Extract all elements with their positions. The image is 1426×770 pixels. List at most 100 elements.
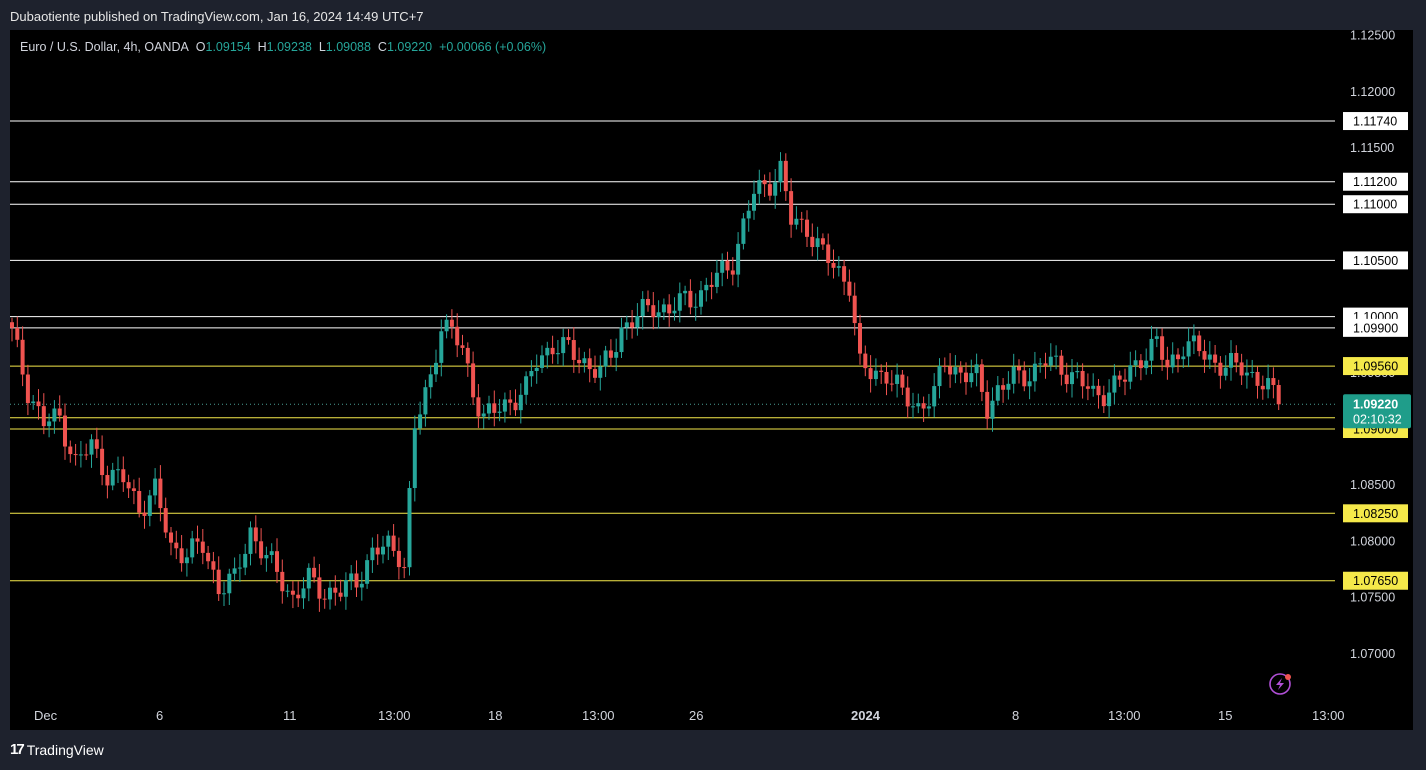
candle[interactable] [1001, 378, 1006, 403]
candle[interactable] [778, 152, 783, 192]
candle[interactable] [89, 434, 94, 468]
candle[interactable] [206, 545, 211, 570]
candle[interactable] [439, 319, 444, 377]
candle[interactable] [789, 178, 794, 238]
candle[interactable] [656, 300, 661, 329]
candle[interactable] [1202, 339, 1207, 373]
candle[interactable] [704, 277, 709, 302]
candle[interactable] [1229, 340, 1233, 381]
candle[interactable] [121, 456, 126, 492]
candle[interactable] [280, 559, 285, 604]
candle[interactable] [741, 213, 746, 250]
candle[interactable] [1266, 364, 1271, 399]
candle[interactable] [492, 390, 497, 427]
candle[interactable] [264, 546, 269, 572]
footer-brand[interactable]: 17 TradingView [10, 741, 104, 758]
candle[interactable] [794, 206, 799, 230]
candle[interactable] [805, 210, 809, 248]
candle[interactable] [799, 211, 804, 233]
candle[interactable] [296, 581, 301, 608]
candle[interactable] [1186, 327, 1191, 368]
candle[interactable] [200, 529, 205, 565]
candle[interactable] [534, 354, 539, 384]
candle[interactable] [407, 480, 412, 576]
candle[interactable] [195, 525, 200, 554]
candle[interactable] [540, 345, 544, 374]
candle[interactable] [757, 169, 762, 205]
candle[interactable] [163, 497, 168, 539]
candle[interactable] [396, 537, 401, 580]
candle[interactable] [995, 376, 1000, 406]
candle[interactable] [905, 376, 910, 419]
candle[interactable] [306, 563, 311, 602]
candle[interactable] [582, 351, 587, 373]
candle[interactable] [1197, 330, 1202, 357]
candle[interactable] [328, 581, 332, 610]
candle[interactable] [402, 557, 407, 579]
candle[interactable] [460, 334, 465, 355]
candle[interactable] [57, 395, 62, 422]
candle[interactable] [762, 174, 767, 198]
candle[interactable] [932, 373, 937, 418]
candle[interactable] [985, 380, 990, 429]
candle[interactable] [471, 351, 476, 406]
candle[interactable] [52, 400, 57, 434]
candle[interactable] [672, 297, 677, 321]
candle[interactable] [969, 359, 974, 388]
candle[interactable] [720, 253, 725, 287]
candle[interactable] [359, 571, 364, 601]
candlestick-chart[interactable]: 1.125001.120001.115001.110001.105001.100… [10, 30, 1413, 730]
candle[interactable] [979, 359, 984, 402]
candle[interactable] [1250, 359, 1255, 378]
candle[interactable] [773, 168, 778, 209]
candle[interactable] [603, 345, 608, 378]
candle[interactable] [1181, 346, 1186, 368]
candle[interactable] [937, 358, 942, 399]
candle[interactable] [900, 369, 905, 395]
candle[interactable] [677, 282, 682, 323]
candle[interactable] [15, 316, 20, 348]
candle[interactable] [169, 526, 173, 556]
candle[interactable] [911, 392, 915, 419]
candle[interactable] [232, 557, 237, 581]
candle[interactable] [513, 389, 518, 416]
candle[interactable] [1170, 342, 1175, 374]
candle[interactable] [1271, 367, 1276, 399]
candle[interactable] [767, 172, 772, 201]
candle[interactable] [873, 358, 878, 386]
candle[interactable] [481, 404, 486, 429]
candle[interactable] [1027, 368, 1032, 400]
candle[interactable] [47, 413, 52, 438]
candle[interactable] [126, 474, 131, 498]
candle[interactable] [693, 293, 698, 321]
candle[interactable] [105, 465, 110, 499]
candle[interactable] [1022, 361, 1027, 392]
candle[interactable] [725, 251, 730, 279]
candle[interactable] [746, 200, 751, 232]
candle[interactable] [624, 315, 629, 340]
candle[interactable] [312, 556, 317, 583]
candle[interactable] [36, 389, 41, 420]
candle[interactable] [290, 580, 295, 609]
candle[interactable] [455, 313, 460, 358]
candle[interactable] [1144, 348, 1149, 375]
candle[interactable] [370, 537, 375, 573]
candle[interactable] [1160, 328, 1165, 371]
candle[interactable] [418, 401, 423, 435]
candle[interactable] [497, 399, 502, 422]
candle[interactable] [476, 384, 481, 428]
candle[interactable] [1234, 345, 1239, 373]
candle[interactable] [1239, 353, 1244, 385]
candle[interactable] [78, 440, 83, 468]
candle[interactable] [1154, 328, 1159, 348]
candle[interactable] [921, 396, 926, 422]
candle[interactable] [964, 362, 968, 395]
candle[interactable] [863, 345, 868, 377]
candle[interactable] [895, 363, 900, 398]
candle[interactable] [1032, 351, 1037, 392]
candle[interactable] [545, 341, 550, 369]
candle[interactable] [179, 535, 184, 572]
candle[interactable] [285, 584, 290, 598]
candle[interactable] [667, 294, 672, 327]
candle[interactable] [730, 257, 735, 286]
